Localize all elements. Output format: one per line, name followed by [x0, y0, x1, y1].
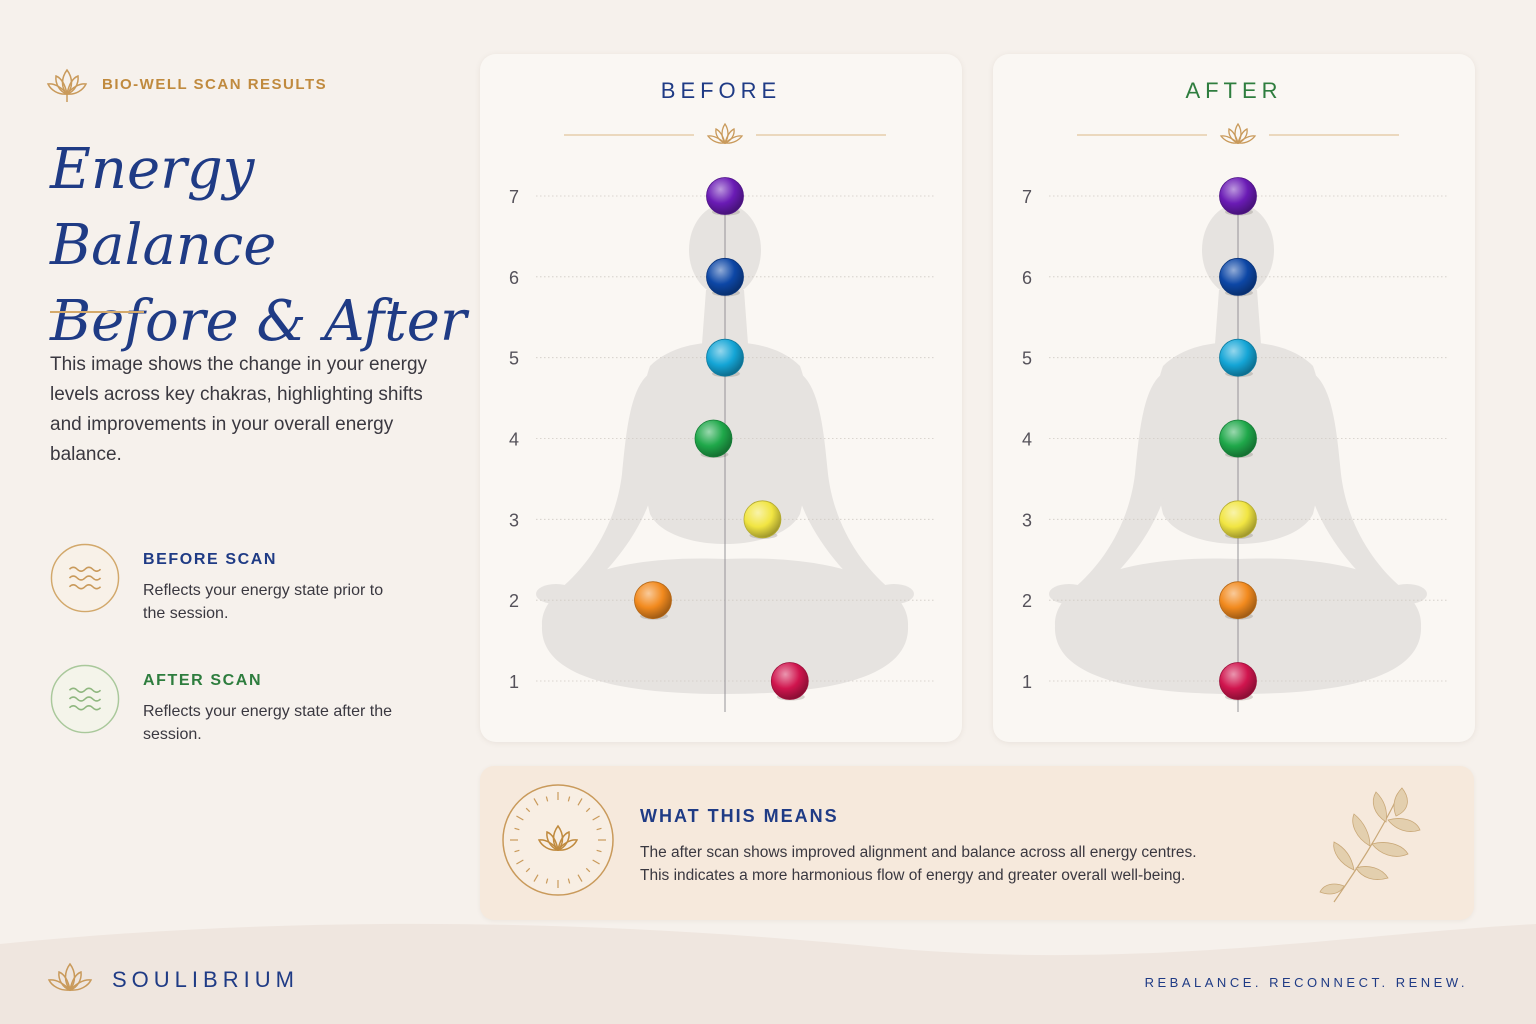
sun-ray: [577, 798, 583, 806]
brand-header: BIO-WELL SCAN RESULTS: [46, 64, 327, 104]
y-tick-label: 4: [1022, 430, 1032, 450]
means-text: The after scan shows improved alignment …: [640, 841, 1320, 887]
wave-icon: [50, 664, 120, 734]
sun-ray: [592, 815, 600, 821]
sun-ray: [585, 807, 591, 813]
legend-before: BEFORE SCAN Reflects your energy state p…: [50, 543, 430, 623]
y-tick-label: 5: [1022, 349, 1032, 369]
title-divider: [50, 311, 144, 313]
lotus-icon: [46, 68, 88, 102]
title-line-1: Energy Balance: [50, 137, 277, 278]
y-tick-label: 7: [509, 187, 519, 207]
sun-ray: [533, 798, 539, 806]
chakra-point-5: [1219, 338, 1257, 377]
lotus-icon: [706, 122, 744, 145]
y-tick-label: 2: [1022, 591, 1032, 611]
legend-after-desc: Reflects your energy state after the ses…: [143, 703, 393, 743]
y-tick-label: 6: [1022, 268, 1032, 288]
y-tick-label: 7: [1022, 187, 1032, 207]
background-wave: [0, 923, 1536, 1024]
sun-ray: [596, 849, 602, 853]
chakra-point-1: [1219, 662, 1257, 700]
after-panel: 1 2 3 4 5 6 7 AFTER: [993, 54, 1475, 742]
sun-ray: [514, 849, 520, 853]
chakra-point-7: [706, 177, 744, 215]
means-text-line-1: The after scan shows improved alignment …: [640, 844, 1197, 861]
chakra-point-2: [634, 581, 672, 620]
y-tick-label: 3: [1022, 510, 1032, 530]
what-this-means-card: WHAT THIS MEANS The after scan shows imp…: [480, 766, 1474, 920]
means-text-line-2: This indicates a more harmonious flow of…: [640, 867, 1186, 884]
chakra-point-6: [706, 257, 744, 296]
y-tick-label: 4: [509, 430, 519, 450]
chakra-point-3: [1219, 500, 1257, 539]
sun-ray: [525, 807, 531, 813]
before-chart: 1 2 3 4 5 6 7: [509, 122, 934, 712]
before-panel-title: BEFORE: [660, 78, 782, 103]
chakra-point-3: [743, 500, 782, 539]
sun-ray: [514, 827, 520, 831]
page-title: Energy Balance Before & After: [50, 132, 470, 360]
chakra-point-4: [694, 419, 733, 458]
sun-ray: [516, 815, 524, 821]
report-kicker: BIO-WELL SCAN RESULTS: [102, 75, 328, 93]
sun-ray: [533, 874, 539, 882]
footer-brand-name: SOULIBRIUM: [112, 967, 299, 992]
lotus-icon: [1219, 122, 1257, 145]
leaf-branch-icon: [1319, 787, 1421, 903]
sun-ray: [567, 796, 571, 802]
sun-ray: [545, 796, 549, 802]
lotus-sun-icon: [502, 784, 614, 896]
sun-ray: [585, 867, 591, 873]
chakra-point-7: [1219, 177, 1257, 215]
sun-ray: [525, 867, 531, 873]
sun-ray: [592, 859, 600, 865]
legend-after-title: AFTER SCAN: [143, 672, 263, 689]
legend-before-desc: Reflects your energy state prior to the …: [143, 582, 384, 622]
y-tick-label: 6: [509, 268, 519, 288]
y-tick-label: 1: [1022, 672, 1032, 692]
chakra-point-5: [706, 338, 744, 377]
sun-ray: [577, 874, 583, 882]
sun-ray: [516, 859, 524, 865]
footer-brand: SOULIBRIUM: [46, 960, 299, 1000]
y-tick-label: 3: [509, 510, 519, 530]
title-line-2: Before & After: [50, 289, 467, 354]
sun-ray: [596, 827, 602, 831]
wave-icon: [50, 543, 120, 613]
means-title: WHAT THIS MEANS: [640, 806, 839, 826]
lotus-icon: [47, 962, 93, 992]
chakra-point-4: [1219, 419, 1257, 458]
y-tick-label: 5: [509, 349, 519, 369]
chakra-point-1: [770, 662, 809, 700]
y-tick-label: 2: [509, 591, 519, 611]
footer-tagline: REBALANCE. RECONNECT. RENEW.: [1144, 975, 1468, 990]
sun-ray: [545, 878, 549, 884]
intro-text: This image shows the change in your ener…: [50, 354, 428, 465]
chakra-point-2: [1219, 581, 1257, 620]
after-chart: 1 2 3 4 5 6 7: [1022, 122, 1447, 712]
sun-ray: [567, 878, 571, 884]
chakra-point-6: [1219, 257, 1257, 296]
before-panel: 1 2 3 4 5 6 7 BEFORE: [480, 54, 962, 742]
y-tick-label: 1: [509, 672, 519, 692]
legend-before-title: BEFORE SCAN: [143, 551, 278, 568]
after-panel-title: AFTER: [1185, 78, 1283, 103]
legend-after: AFTER SCAN Reflects your energy state af…: [50, 664, 430, 744]
